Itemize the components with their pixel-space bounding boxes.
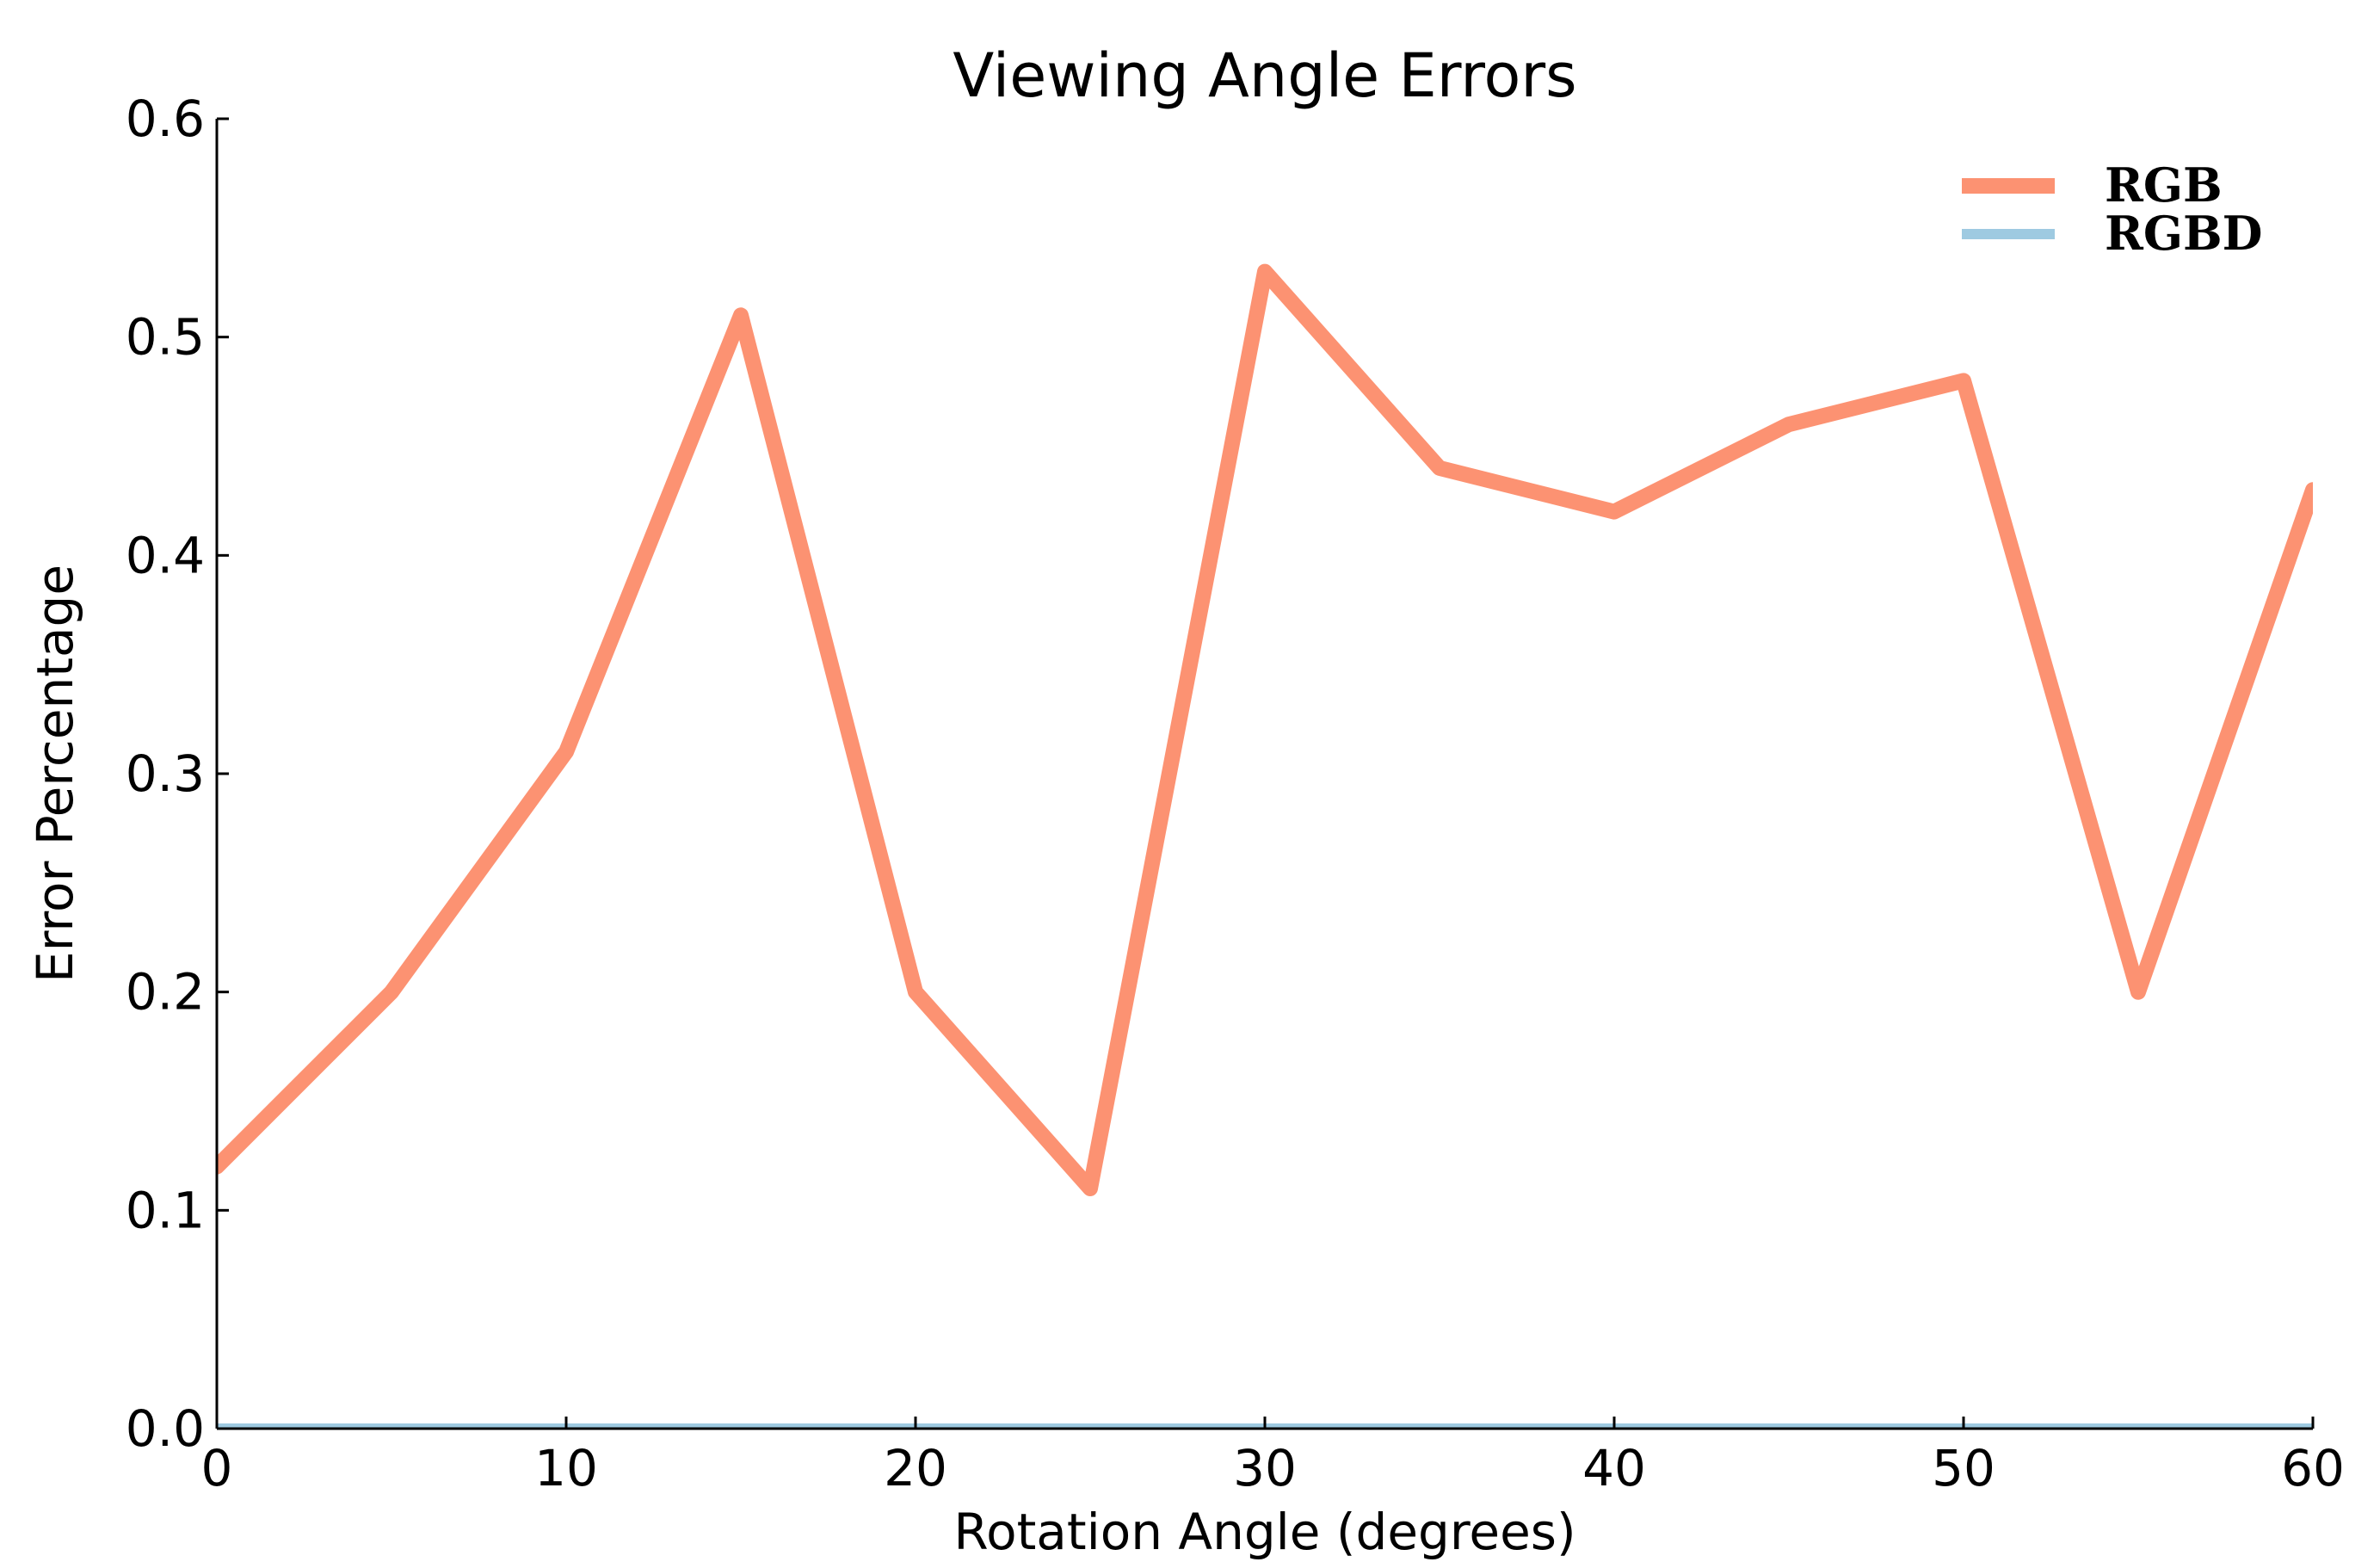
x-axis-title: Rotation Angle (degrees) [953,1503,1575,1561]
y-tick-label: 0.5 [126,308,205,367]
y-tick-label: 0.3 [126,744,205,803]
x-tick-label: 0 [201,1439,233,1497]
y-tick-label: 0.0 [126,1399,205,1458]
series-line-rgb [217,263,2313,1196]
y-tick-label: 0.1 [126,1181,205,1239]
legend-label-rgb: RGB [2105,157,2223,213]
y-tick-label: 0.2 [126,963,205,1022]
x-tick-label: 50 [1932,1439,1995,1497]
legend-label-rgbd: RGBD [2105,206,2262,261]
axes-group: 0 10 20 30 40 50 60 0.0 0.1 0.2 0.3 0.4 0.5 0.6 [126,90,2345,1497]
y-tick-label: 0.4 [126,526,205,584]
series-group [217,263,2313,1429]
x-tick-label: 60 [2281,1439,2345,1497]
x-tick-label: 20 [884,1439,947,1497]
chart-title: Viewing Angle Errors [953,40,1576,111]
x-tick-label: 40 [1582,1439,1646,1497]
y-tick-label: 0.6 [126,90,205,148]
y-axis-title: Error Percentage [26,565,84,983]
x-tick-label: 10 [534,1439,598,1497]
x-tick-label: 30 [1233,1439,1297,1497]
